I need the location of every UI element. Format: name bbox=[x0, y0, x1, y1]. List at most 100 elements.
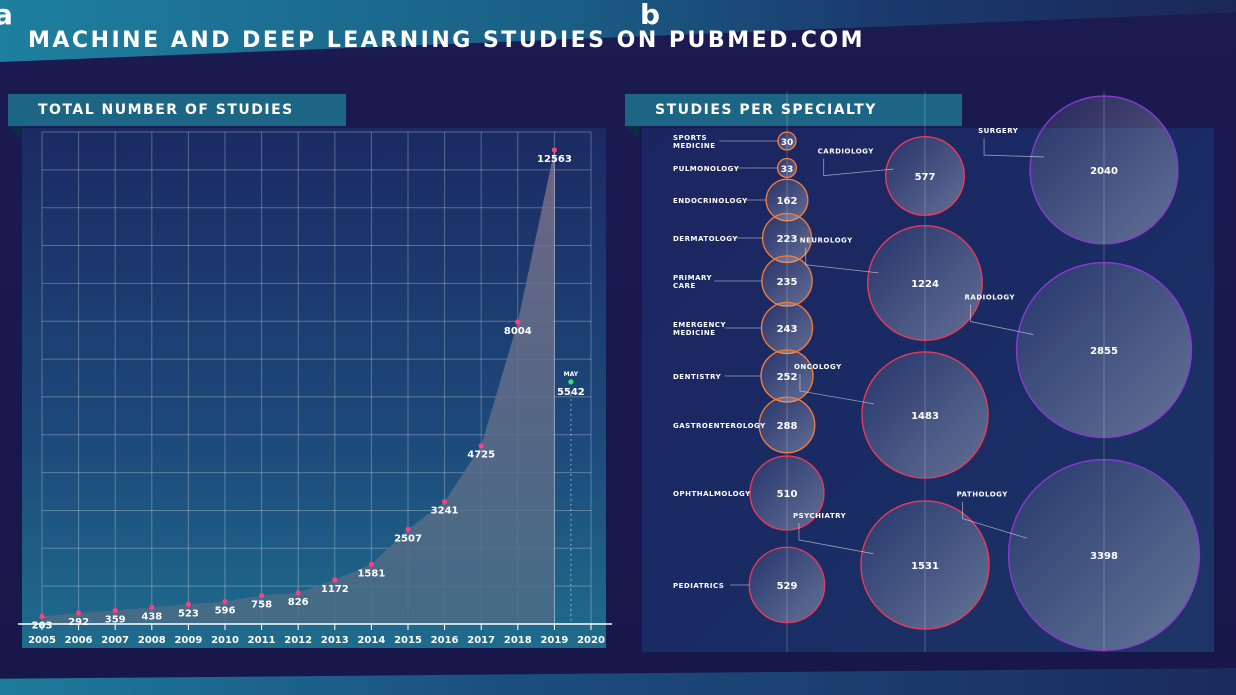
panel-letter-b: b bbox=[640, 0, 661, 31]
data-point bbox=[222, 598, 228, 605]
x-tick-label: 2017 bbox=[467, 635, 495, 646]
bubble-leader-line bbox=[798, 522, 874, 555]
data-point bbox=[76, 610, 82, 616]
specialty-label: RADIOLOGY bbox=[965, 294, 1016, 302]
x-tick-label: 2011 bbox=[248, 635, 276, 646]
specialty-label: SURGERY bbox=[978, 127, 1019, 135]
x-tick-label: 2014 bbox=[357, 635, 385, 646]
specialty-label: PSYCHIATRY bbox=[793, 512, 847, 520]
may-point bbox=[568, 379, 574, 385]
page-title: MACHINE AND DEEP LEARNING STUDIES ON PUB… bbox=[28, 28, 865, 53]
bubble-value-label: 33 bbox=[781, 165, 794, 175]
x-tick-label: 2015 bbox=[394, 635, 422, 646]
data-label: 596 bbox=[215, 606, 236, 617]
x-tick-label: 2012 bbox=[284, 635, 312, 646]
data-point bbox=[442, 499, 448, 505]
x-tick-label: 2013 bbox=[321, 635, 349, 646]
bubble-leader-line bbox=[823, 158, 894, 177]
specialty-bubble bbox=[884, 135, 966, 217]
x-tick-label: 2009 bbox=[174, 635, 202, 646]
specialty-label: PEDIATRICS bbox=[673, 582, 724, 590]
specialty-bubble-chart: 30SPORTSMEDICINE33PULMONOLOGY162ENDOCRIN… bbox=[673, 92, 1201, 652]
data-point bbox=[112, 607, 118, 614]
data-label: 4725 bbox=[467, 450, 495, 461]
bubble-leader-line bbox=[799, 373, 875, 405]
bubble-value-label: 243 bbox=[777, 324, 798, 335]
specialty-label: OPHTHALMOLOGY bbox=[673, 490, 751, 498]
data-label: 438 bbox=[141, 611, 162, 622]
right-header-notch bbox=[625, 126, 639, 140]
specialty-bubble bbox=[1015, 261, 1193, 439]
specialty-bubble bbox=[758, 396, 816, 454]
data-point bbox=[185, 601, 191, 607]
may-label: MAY bbox=[564, 371, 579, 378]
x-tick-label: 2018 bbox=[504, 635, 532, 646]
specialty-label: PULMONOLOGY bbox=[673, 165, 740, 173]
specialty-label: EMERGENCY bbox=[673, 321, 726, 329]
specialty-label: PRIMARY bbox=[673, 274, 713, 282]
right-panel-header: STUDIES PER SPECIALTY bbox=[625, 94, 962, 126]
may-value-label: 5542 bbox=[557, 387, 585, 398]
x-tick-label: 2007 bbox=[101, 635, 129, 646]
specialty-label: DERMATOLOGY bbox=[673, 235, 738, 243]
bubble-value-label: 510 bbox=[777, 489, 798, 500]
area-fill bbox=[42, 150, 555, 624]
data-label: 758 bbox=[251, 599, 272, 610]
data-point bbox=[332, 577, 338, 583]
specialty-label: CARDIOLOGY bbox=[818, 148, 875, 156]
data-label: 826 bbox=[288, 597, 309, 608]
bubble-value-label: 1224 bbox=[911, 279, 939, 290]
data-point bbox=[515, 319, 521, 325]
specialty-label: MEDICINE bbox=[673, 142, 716, 150]
x-tick-label: 2016 bbox=[431, 635, 459, 646]
bubble-value-label: 3398 bbox=[1090, 551, 1118, 562]
data-point bbox=[149, 604, 155, 611]
data-label: 523 bbox=[178, 608, 199, 619]
data-point bbox=[39, 613, 45, 619]
data-point bbox=[478, 443, 484, 449]
data-point bbox=[551, 147, 558, 153]
specialty-label: PATHOLOGY bbox=[957, 491, 1009, 499]
data-label: 359 bbox=[105, 614, 126, 625]
bubble-value-label: 235 bbox=[777, 277, 798, 288]
left-header-notch bbox=[8, 126, 22, 140]
bubble-value-label: 223 bbox=[777, 234, 798, 245]
x-tick-label: 2006 bbox=[65, 635, 93, 646]
bubble-leader-line bbox=[970, 304, 1034, 335]
specialty-bubble bbox=[861, 351, 989, 479]
left-panel-header: TOTAL NUMBER OF STUDIES bbox=[8, 94, 346, 126]
data-label: 1581 bbox=[357, 568, 385, 579]
specialty-label: DENTISTRY bbox=[673, 373, 722, 381]
bubble-value-label: 288 bbox=[777, 421, 798, 432]
specialty-bubble bbox=[867, 225, 983, 341]
bubble-leader-line bbox=[983, 138, 1045, 158]
specialty-label: NEUROLOGY bbox=[800, 237, 853, 245]
specialty-label: MEDICINE bbox=[673, 329, 716, 337]
x-tick-label: 2005 bbox=[28, 635, 56, 646]
specialty-bubble bbox=[1029, 95, 1179, 245]
data-point bbox=[368, 561, 374, 567]
x-tick-label: 2010 bbox=[211, 635, 239, 646]
bubble-value-label: 2855 bbox=[1090, 346, 1118, 357]
x-tick-label: 2019 bbox=[540, 635, 568, 646]
specialty-bubble bbox=[860, 500, 990, 630]
data-label: 292 bbox=[68, 617, 89, 628]
x-tick-label: 2020 bbox=[577, 635, 605, 646]
bubble-leader-line bbox=[805, 247, 879, 274]
data-label: 8004 bbox=[504, 326, 532, 337]
bubble-value-label: 252 bbox=[777, 372, 798, 383]
bubble-value-label: 162 bbox=[777, 196, 798, 207]
specialty-label: GASTROENTEROLOGY bbox=[673, 422, 766, 430]
data-label: 1172 bbox=[321, 584, 349, 595]
bubble-value-label: 1483 bbox=[911, 411, 939, 422]
data-point bbox=[295, 590, 301, 596]
bottom-banner bbox=[0, 668, 1236, 695]
bubble-value-label: 2040 bbox=[1090, 166, 1118, 177]
bubble-leader-line bbox=[962, 501, 1027, 539]
specialty-label: ENDOCRINOLOGY bbox=[673, 197, 748, 205]
specialty-bubble bbox=[1007, 458, 1201, 652]
bubble-value-label: 577 bbox=[915, 172, 936, 183]
specialty-label: ONCOLOGY bbox=[794, 363, 842, 371]
data-point bbox=[405, 526, 411, 533]
specialty-label: SPORTS bbox=[673, 134, 707, 142]
